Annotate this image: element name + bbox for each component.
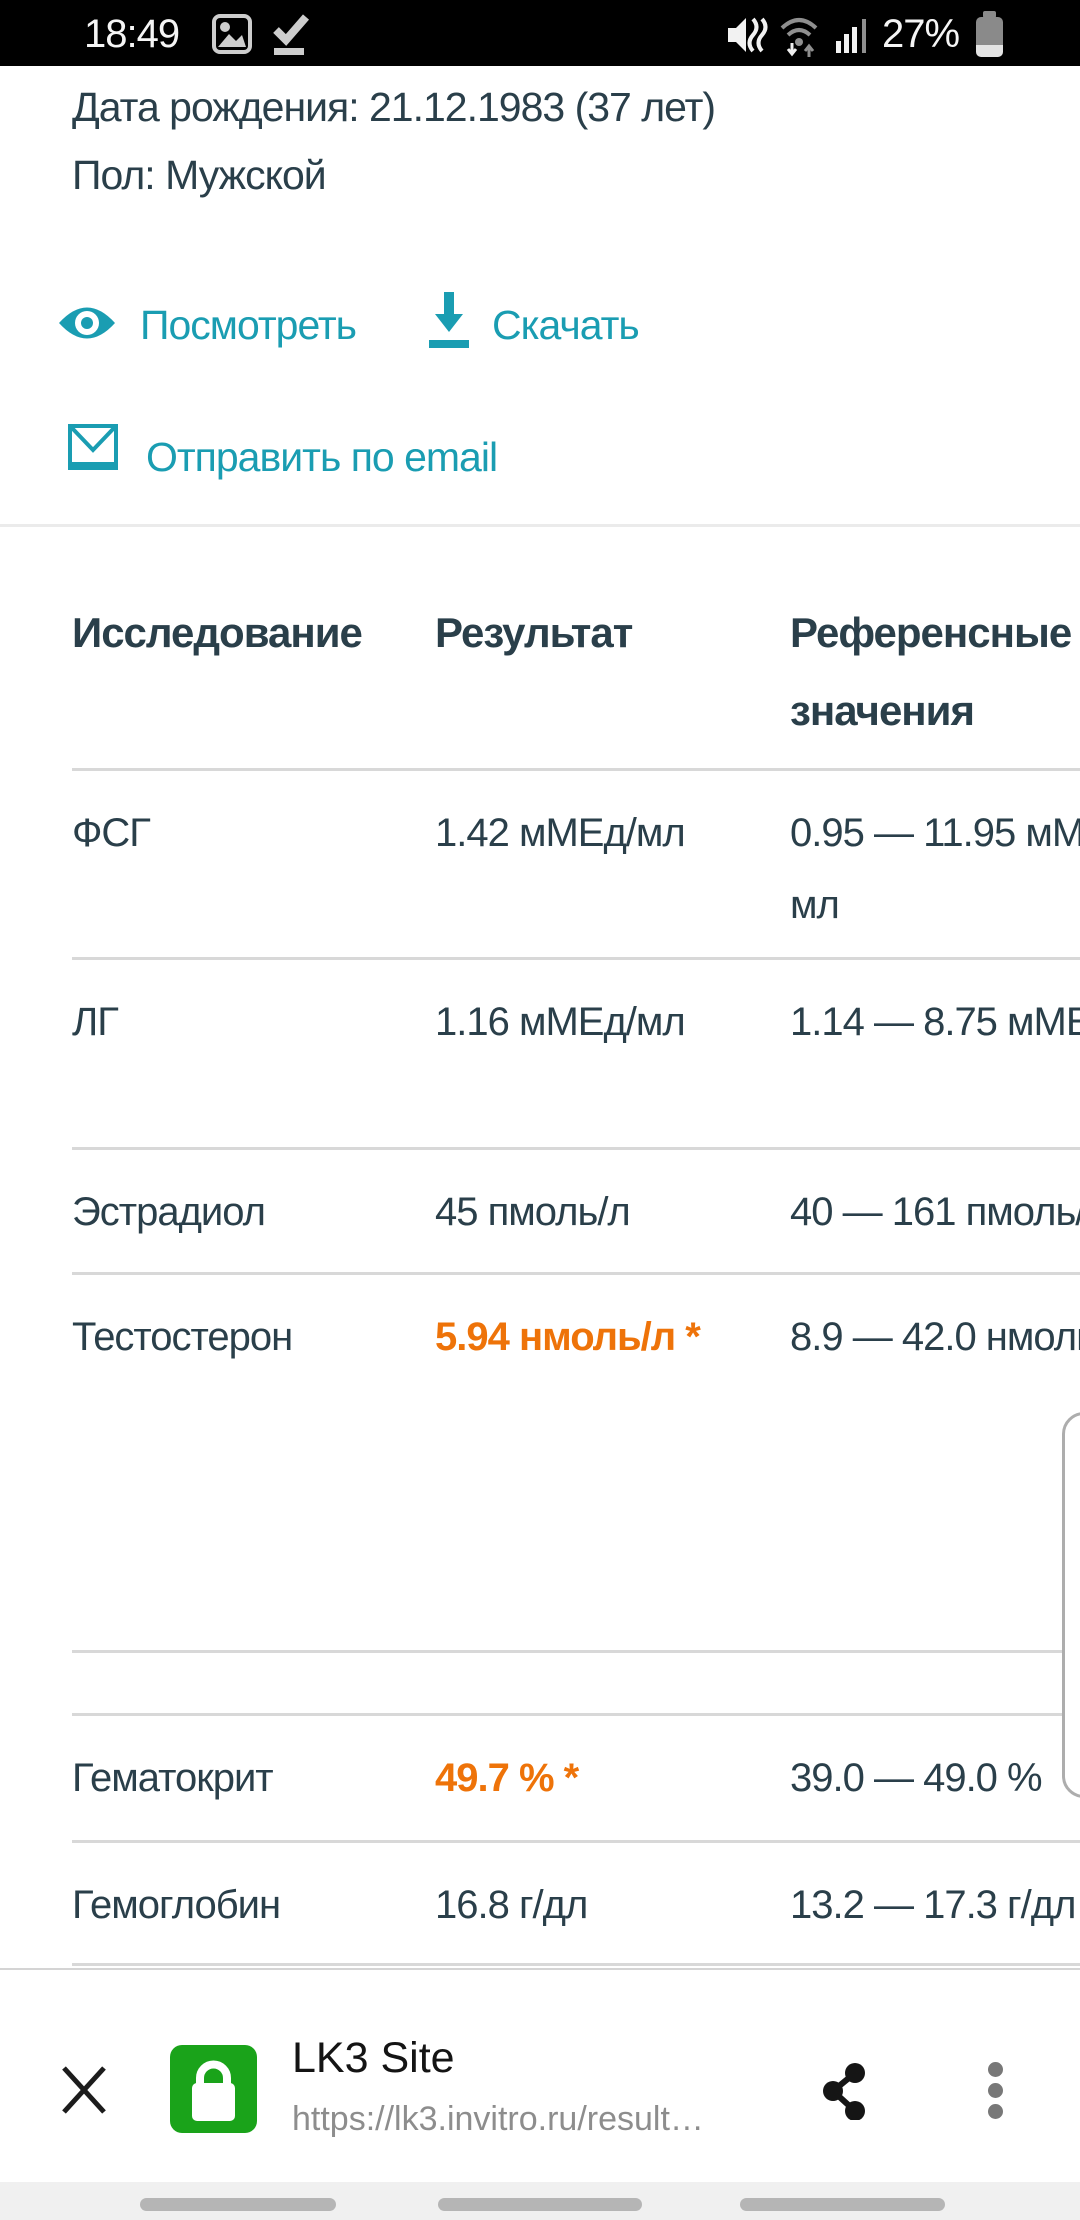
analysis-reference: 8.9 — 42.0 нмоль/л [790,1315,1080,1359]
battery-icon [976,17,1003,57]
analysis-reference: 39.0 — 49.0 % [790,1756,1043,1800]
table-row: Эстрадиол 45 пмоль/л 40 — 161 пмоль/л [72,1147,1080,1272]
download-icon [429,292,469,348]
battery-icon [983,11,996,18]
secure-site-badge[interactable] [170,2045,257,2133]
send-email-link[interactable]: Отправить по email [146,434,498,480]
signal-icon [836,19,866,53]
close-icon[interactable] [58,2062,110,2118]
analysis-result: 45 пмоль/л [435,1190,631,1234]
table-bottom-divider [72,1963,1080,1966]
site-url: https://lk3.invitro.ru/result… [292,2100,704,2138]
analysis-name: Гемоглобин [72,1883,281,1927]
analysis-name: ФСГ [72,811,151,855]
section-divider [0,524,1080,527]
table-row: Гемоглобин 16.8 г/дл 13.2 — 17.3 г/дл [72,1840,1080,1963]
analysis-reference: 13.2 — 17.3 г/дл [790,1883,1076,1927]
nav-home-handle[interactable] [438,2198,642,2211]
vibrate-mute-icon [728,17,768,53]
eye-icon [59,307,115,339]
analysis-name: Тестостерон [72,1315,293,1359]
scrollbar-thumb[interactable] [1062,1412,1080,1798]
table-row: Тестостерон 5.94 нмоль/л * 8.9 — 42.0 нм… [72,1272,1080,1650]
share-icon[interactable] [818,2058,870,2120]
battery-percent: 27% [882,12,960,56]
analysis-result: 1.42 мМЕд/мл [435,811,686,855]
check-notification-icon [273,14,310,55]
download-link[interactable]: Скачать [492,302,640,348]
analysis-result: 1.16 мМЕд/мл [435,1000,686,1044]
analysis-reference: 1.14 — 8.75 мМЕд/мл [790,1000,1080,1044]
lock-icon [192,2060,235,2121]
analysis-name: ЛГ [72,1000,119,1044]
col-header-analysis: Исследование [72,609,363,656]
col-header-reference: Референсные значения [790,609,1072,734]
site-title: LK3 Site [292,2034,455,2082]
analysis-name: Гематокрит [72,1756,274,1800]
browser-bar-divider [0,1968,1080,1970]
analysis-reference: 40 — 161 пмоль/л [790,1190,1080,1234]
wifi-icon [780,18,818,57]
analysis-name: Эстрадиол [72,1190,266,1234]
envelope-icon [68,424,118,470]
menu-dot [988,2104,1003,2119]
analysis-result: 49.7 % * [435,1756,579,1800]
image-notification-icon [212,14,252,54]
patient-sex: Пол: Мужской [72,152,327,198]
status-bar: 18:49 27% [0,0,1080,66]
clock: 18:49 [84,12,180,56]
table-row: ФСГ 1.42 мМЕд/мл 0.95 — 11.95 мМЕд/мл [72,768,1080,957]
gesture-nav-bar [0,2182,1080,2220]
col-header-result: Результат [435,609,633,656]
menu-dot [988,2083,1003,2098]
menu-dot [988,2062,1003,2077]
overflow-menu-icon[interactable] [988,2062,1003,2125]
analysis-result: 5.94 нмоль/л * [435,1315,701,1359]
nav-recents-handle[interactable] [140,2198,336,2211]
nav-back-handle[interactable] [740,2198,945,2211]
view-link[interactable]: Посмотреть [140,302,357,348]
table-row: Гематокрит 49.7 % * 39.0 — 49.0 % [72,1713,1080,1840]
analysis-reference: 0.95 — 11.95 мМЕд/мл [790,811,1080,927]
table-section-spacer [72,1650,1080,1713]
table-row: ЛГ 1.16 мМЕд/мл 1.14 — 8.75 мМЕд/мл [72,957,1080,1147]
analysis-result: 16.8 г/дл [435,1883,588,1927]
patient-birthdate: Дата рождения: 21.12.1983 (37 лет) [72,84,716,130]
